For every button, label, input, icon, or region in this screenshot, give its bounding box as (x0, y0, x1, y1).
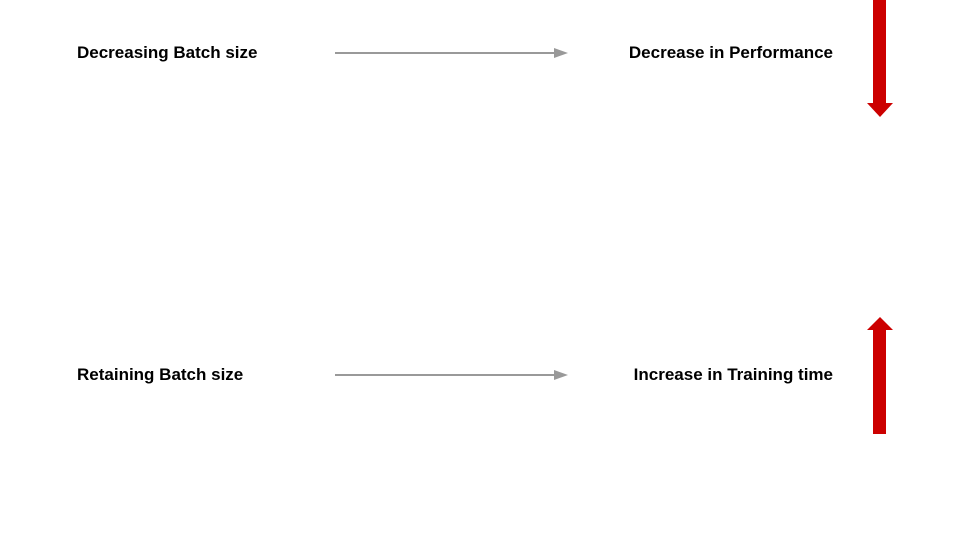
effect-label: Increase in Training time (633, 365, 833, 384)
relation-row-batch-decrease: Decreasing Batch size Decrease in Perfor… (0, 33, 960, 73)
relation-row-batch-retain: Retaining Batch size Increase in Trainin… (0, 355, 960, 395)
right-arrow-icon (335, 370, 568, 380)
right-arrow-icon (335, 48, 568, 58)
effect-label: Decrease in Performance (628, 43, 833, 62)
arrow-up-icon (867, 317, 893, 434)
cause-label: Decreasing Batch size (77, 43, 258, 62)
cause-label: Retaining Batch size (77, 365, 244, 384)
arrow-down-icon (867, 0, 893, 117)
